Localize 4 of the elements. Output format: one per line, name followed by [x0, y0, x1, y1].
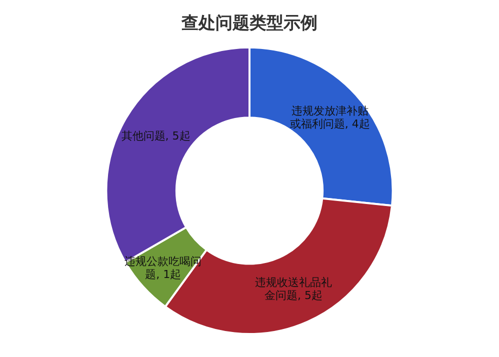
slice-label: 其他问题, 5起: [121, 129, 190, 142]
chart-title: 查处问题类型示例: [180, 14, 318, 34]
slice-label: 违规收送礼品礼金问题, 5起: [255, 276, 332, 302]
slice-label: 违规发放津补贴或福利问题, 4起: [290, 104, 370, 131]
